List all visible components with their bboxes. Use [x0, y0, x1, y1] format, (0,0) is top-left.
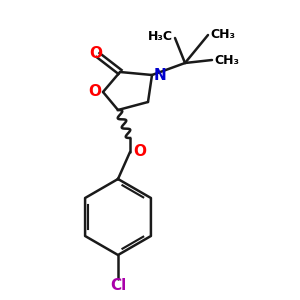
Text: O: O	[88, 85, 101, 100]
Text: Cl: Cl	[110, 278, 126, 293]
Text: H₃C: H₃C	[148, 31, 173, 44]
Text: O: O	[89, 46, 103, 61]
Text: O: O	[134, 145, 146, 160]
Text: CH₃: CH₃	[210, 28, 235, 40]
Text: N: N	[154, 68, 166, 82]
Text: CH₃: CH₃	[214, 53, 239, 67]
